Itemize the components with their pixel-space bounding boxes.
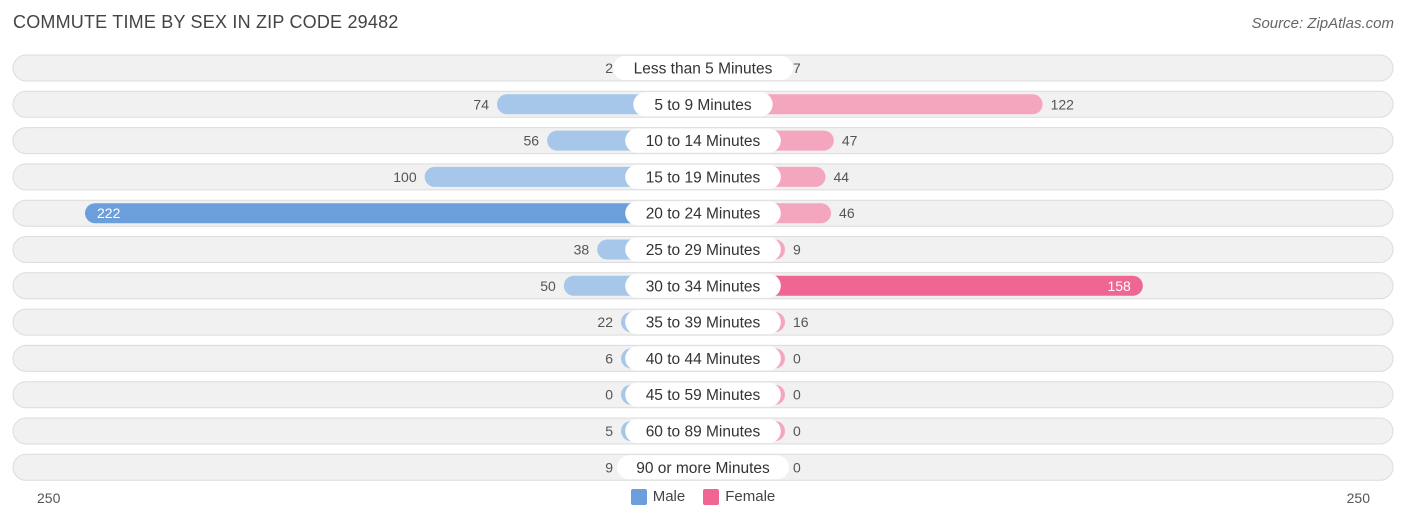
category-pill [625,310,781,335]
legend-male-label: Male [652,488,686,505]
chart-title: COMMUTE TIME BY SEX IN ZIP CODE 29482 [13,12,399,32]
female-value-label: 44 [833,169,849,185]
category-label: 90 or more Minutes [636,460,770,477]
category-pill [613,56,793,80]
female-value-label: 46 [839,205,855,221]
female-value-label: 47 [842,133,858,149]
legend: Male Female [0,488,1406,505]
diverging-bar-chart: 2 7 Less than 5 Minutes 74 122 5 to 9 Minutes… [12,54,1394,481]
male-value-label: 56 [524,133,540,149]
category-label: 60 to 89 Minutes [646,424,761,441]
female-bar [703,275,1143,296]
category-label: 15 to 19 Minutes [646,169,761,186]
category-pill [617,455,789,480]
male-value-label: 22 [597,314,613,330]
male-value-label: 2 [605,60,613,76]
female-bar [703,94,1043,115]
male-value-label: 50 [540,278,556,294]
female-value-label: 0 [793,350,801,366]
category-label: 20 to 24 Minutes [646,206,761,223]
category-label: Less than 5 Minutes [634,61,773,78]
category-label: 5 to 9 Minutes [654,97,752,114]
category-pill [625,201,781,226]
male-value-label: 74 [473,96,489,112]
category-pill [625,346,781,371]
female-value-label: 16 [793,314,809,330]
category-pill [625,128,781,153]
category-label: 45 to 59 Minutes [646,387,761,404]
category-pill [625,273,781,298]
male-value-label: 38 [574,242,590,258]
category-label: 30 to 34 Minutes [646,278,761,295]
legend-item-male[interactable]: Male [630,488,686,505]
female-value-label: 7 [793,60,801,76]
category-label: 10 to 14 Minutes [646,133,761,150]
female-value-label: 9 [793,242,801,258]
axis-left-label: 250 [37,490,61,506]
male-swatch [630,488,647,505]
category-pill [625,237,781,262]
male-value-label: 222 [97,205,121,221]
category-label: 35 to 39 Minutes [646,315,761,332]
male-bar [85,203,703,224]
male-value-label: 6 [605,350,613,366]
category-pill [625,164,781,189]
source-label: Source: ZipAtlas.com [1251,15,1394,32]
female-swatch [703,488,720,505]
category-pill [633,92,773,117]
female-value-label: 0 [793,387,801,403]
category-pill [625,382,781,407]
category-pill [625,419,781,443]
female-value-label: 158 [1107,278,1131,294]
legend-female-label: Female [725,488,776,505]
male-value-label: 0 [605,387,613,403]
category-label: 25 to 29 Minutes [646,242,761,259]
female-value-label: 0 [793,423,801,439]
legend-item-female[interactable]: Female [703,488,775,505]
axis-right-label: 250 [1346,490,1370,506]
male-value-label: 5 [605,423,613,439]
female-value-label: 122 [1051,96,1075,112]
category-label: 40 to 44 Minutes [646,351,761,368]
male-value-label: 9 [605,459,613,475]
male-value-label: 100 [393,169,417,185]
female-value-label: 0 [793,459,801,475]
